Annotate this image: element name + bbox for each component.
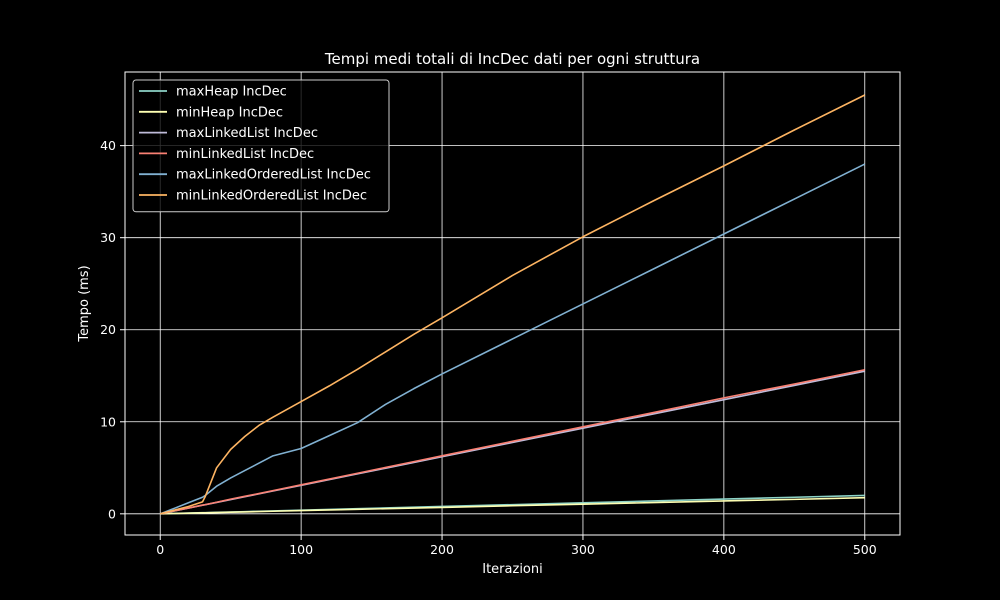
y-axis-label: Tempo (ms) [77, 265, 92, 342]
x-tick-label: 100 [289, 542, 313, 557]
x-tick-label: 300 [571, 542, 595, 557]
legend-label: minLinkedList IncDec [176, 147, 314, 162]
y-tick-label: 10 [100, 414, 116, 429]
x-tick-label: 0 [156, 542, 164, 557]
x-tick-label: 500 [853, 542, 877, 557]
legend-box [132, 79, 390, 213]
grid [125, 72, 900, 535]
series-line-3 [160, 368, 865, 515]
y-tick-label: 20 [100, 322, 116, 337]
chart-title: Tempi medi totali di IncDec dati per ogn… [324, 50, 700, 68]
legend-label: minHeap IncDec [176, 105, 283, 120]
series-lines [159, 94, 866, 515]
x-axis-label: Iterazioni [482, 562, 542, 577]
x-tick-label: 200 [430, 542, 454, 557]
series-line-5 [160, 94, 866, 515]
y-tick-label: 0 [108, 506, 116, 521]
series-line-4 [159, 163, 866, 515]
y-tick-label: 40 [100, 138, 116, 153]
legend-label: maxHeap IncDec [176, 85, 287, 100]
legend: maxHeap IncDec minHeap IncDec maxLinkedLis… [132, 79, 390, 213]
legend-label: minLinkedOrderedList IncDec [176, 189, 367, 204]
axes-frame [124, 71, 901, 536]
y-tick-label: 30 [100, 230, 116, 245]
legend-label: maxLinkedOrderedList IncDec [176, 168, 371, 183]
legend-label: maxLinkedList IncDec [176, 126, 318, 141]
x-tick-label: 400 [712, 542, 736, 557]
series-line-1 [160, 496, 865, 515]
ticks: 0 100 200 300 400 500 0 10 20 30 40 [100, 138, 877, 557]
